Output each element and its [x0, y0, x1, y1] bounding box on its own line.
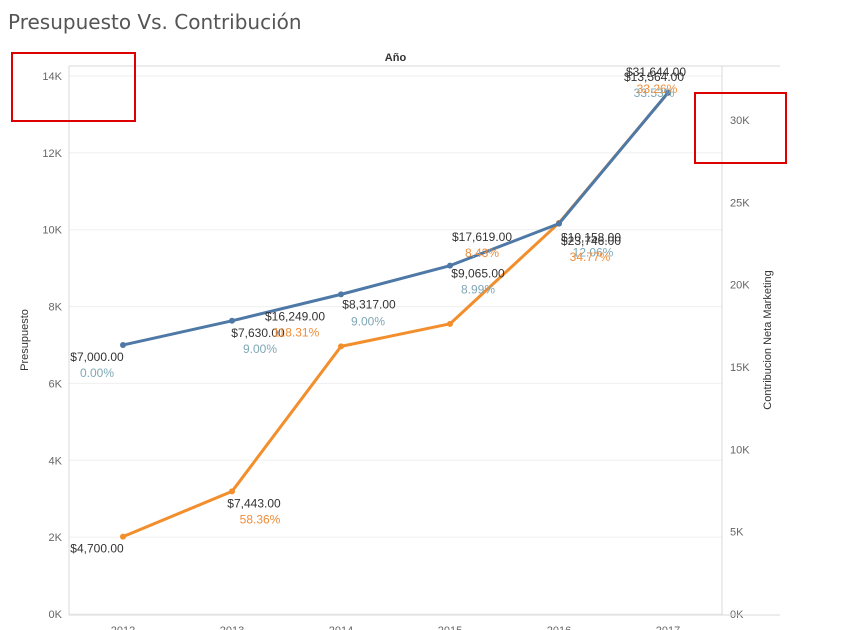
y-tick-label: 8K	[49, 302, 63, 314]
y-tick-label: 6K	[49, 378, 63, 390]
pct-label-contribucion: 8.43%	[465, 246, 499, 260]
pct-label-presupuesto: 9.00%	[351, 314, 385, 328]
y2-tick-label: 10K	[730, 444, 750, 456]
y-tick-label: 4K	[49, 455, 63, 467]
data-label-contribucion: $4,700.00	[70, 542, 124, 556]
data-point-presupuesto	[120, 342, 126, 348]
x-tick-label: 2014	[329, 625, 353, 630]
data-point-contribucion	[338, 343, 344, 350]
y2-tick-label: 15K	[730, 362, 750, 374]
data-label-presupuesto: $9,065.00	[451, 267, 505, 281]
data-label-presupuesto: $13,564.00	[624, 70, 684, 84]
x-tick-label: 2015	[438, 625, 462, 630]
pct-label-contribucion: 58.36%	[240, 512, 281, 526]
pct-label-contribucion: 33.26%	[637, 82, 678, 96]
series-line-presupuesto	[122, 91, 670, 347]
pct-label-presupuesto: 0.00%	[80, 366, 114, 380]
x-tick-label: 2016	[547, 625, 571, 630]
data-point-contribucion	[120, 533, 126, 540]
data-label-presupuesto: $7,000.00	[70, 350, 124, 364]
page-title: Presupuesto Vs. Contribución	[8, 10, 302, 34]
y2-tick-label: 5K	[730, 527, 744, 539]
data-point-contribucion	[447, 320, 453, 327]
data-label-presupuesto: $8,317.00	[342, 297, 396, 311]
annotation-box-left-axis	[11, 52, 136, 122]
y-axis-title: Presupuesto	[19, 309, 31, 371]
x-tick-label: 2017	[656, 625, 680, 630]
pct-label-contribucion: 118.31%	[273, 325, 320, 339]
data-point-contribucion	[229, 488, 235, 495]
data-point-presupuesto	[556, 220, 562, 227]
annotation-box-right-axis	[694, 92, 787, 164]
y2-tick-label: 30K	[730, 115, 750, 127]
y-tick-label: 2K	[49, 532, 63, 544]
pct-label-contribucion: 34.77%	[570, 250, 611, 264]
y2-axis-title: Contribucion Neta Marketing	[762, 270, 774, 409]
data-label-contribucion: $23,746.00	[561, 234, 621, 248]
pct-label-presupuesto: 33.53%	[634, 86, 675, 100]
data-label-contribucion: $17,619.00	[452, 230, 512, 244]
series-line-contribucion	[122, 91, 670, 538]
data-point-presupuesto	[229, 317, 235, 324]
y2-tick-label: 25K	[730, 197, 750, 209]
pct-label-presupuesto: 12.06%	[573, 246, 614, 260]
data-label-presupuesto: $10,158.00	[561, 231, 621, 245]
x-tick-label: 2013	[220, 625, 244, 630]
data-point-presupuesto	[447, 262, 453, 269]
data-label-contribucion: $31,644.00	[626, 65, 686, 79]
data-label-presupuesto: $7,630.00	[231, 326, 285, 340]
data-point-presupuesto	[338, 291, 344, 298]
x-tick-label: 2012	[111, 625, 135, 630]
column-header-label: Año	[385, 52, 407, 64]
y2-tick-label: 20K	[730, 280, 750, 292]
y-tick-label: 12K	[42, 148, 62, 160]
data-label-contribucion: $7,443.00	[227, 496, 281, 510]
y-tick-label: 14K	[42, 71, 62, 83]
data-point-presupuesto	[665, 89, 671, 96]
y-tick-label: 10K	[42, 225, 62, 237]
y-tick-label: 0K	[49, 609, 63, 621]
data-label-contribucion: $16,249.00	[265, 309, 325, 323]
pct-label-presupuesto: 8.99%	[461, 283, 495, 297]
pct-label-presupuesto: 9.00%	[243, 342, 277, 356]
